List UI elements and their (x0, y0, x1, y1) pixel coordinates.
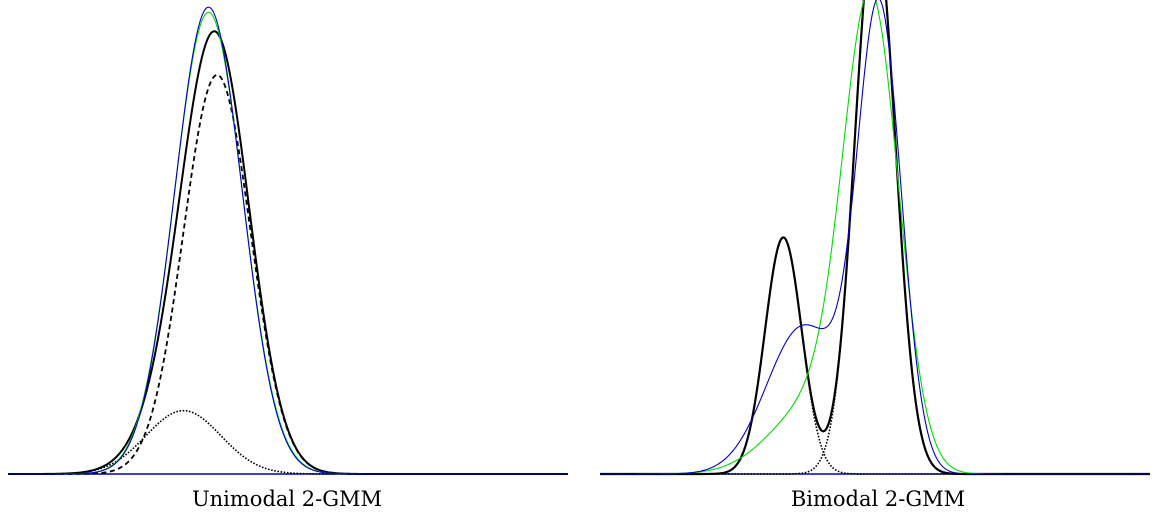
fit-blue-curve (8, 6, 568, 475)
fit-green-curve (8, 11, 568, 475)
caption-bimodal: Bimodal 2-GMM (791, 487, 965, 511)
component-1-curve (8, 74, 568, 475)
panel-unimodal (8, 6, 568, 475)
fit-green-curve (600, 0, 1150, 475)
fit-blue-curve (600, 0, 1150, 475)
panel-bimodal (600, 0, 1150, 476)
component-0-curve (600, 236, 1150, 475)
caption-unimodal: Unimodal 2-GMM (192, 487, 382, 511)
component-1-curve (600, 0, 1150, 475)
mixture-curve (8, 30, 568, 475)
mixture-curve (600, 0, 1150, 476)
component-0-curve (8, 409, 568, 475)
